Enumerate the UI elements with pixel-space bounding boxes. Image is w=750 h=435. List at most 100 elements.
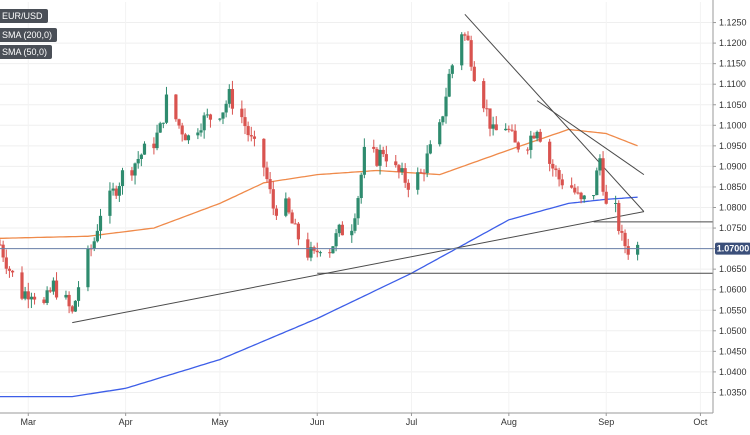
candle-body bbox=[535, 131, 539, 139]
candle-body bbox=[450, 65, 454, 74]
candle-body bbox=[340, 224, 344, 236]
candle-body bbox=[472, 66, 476, 82]
candle-body bbox=[623, 232, 627, 247]
candle-body bbox=[397, 165, 401, 173]
candle-body bbox=[579, 192, 583, 200]
candle-body bbox=[152, 143, 156, 149]
candle-body bbox=[76, 287, 81, 301]
candle-body bbox=[350, 230, 354, 236]
candle-body bbox=[403, 168, 407, 183]
candle-body bbox=[155, 132, 159, 149]
candle-body bbox=[485, 108, 489, 110]
candle-body bbox=[133, 163, 137, 176]
trendline bbox=[536, 100, 645, 176]
y-tick-label: 1.1050 bbox=[719, 100, 747, 110]
legend-sma50[interactable]: SMA (50,0) bbox=[0, 45, 53, 59]
candle-body bbox=[67, 294, 71, 307]
candle-body bbox=[362, 146, 366, 175]
y-tick-label: 1.1200 bbox=[719, 38, 747, 48]
candle-body bbox=[208, 114, 213, 120]
current-price-label: 1.07000 bbox=[717, 244, 750, 254]
candle-body bbox=[381, 149, 385, 155]
candle-body bbox=[419, 172, 423, 174]
candle-body bbox=[482, 81, 486, 109]
legend-pair-label: EUR/USD bbox=[2, 11, 43, 21]
candle-body bbox=[406, 182, 410, 190]
candle-body bbox=[284, 198, 288, 216]
candle-body bbox=[86, 248, 90, 288]
x-tick-label: Mar bbox=[21, 417, 37, 427]
candle-body bbox=[557, 170, 561, 180]
candle-body bbox=[595, 170, 599, 196]
x-tick-label: May bbox=[211, 417, 229, 427]
candle-body bbox=[375, 148, 379, 166]
candle-body bbox=[334, 233, 338, 247]
candle-body bbox=[494, 124, 498, 131]
candle-body bbox=[221, 112, 225, 119]
legend-pair[interactable]: EUR/USD bbox=[0, 9, 48, 23]
current-price-badge bbox=[715, 242, 750, 255]
candle-body bbox=[227, 89, 231, 104]
candle-body bbox=[186, 135, 191, 141]
candle-body bbox=[560, 179, 564, 186]
candle-body bbox=[460, 34, 464, 66]
candle-body bbox=[32, 296, 37, 300]
candle-body bbox=[0, 244, 2, 246]
candle-body bbox=[428, 144, 432, 154]
candle-body bbox=[592, 195, 596, 197]
candle-body bbox=[136, 158, 140, 164]
moving-averages bbox=[0, 128, 638, 398]
candle-body bbox=[416, 172, 420, 190]
candle-body bbox=[463, 34, 467, 36]
candle-body bbox=[108, 190, 112, 216]
candle-body bbox=[617, 202, 621, 232]
candle-body bbox=[120, 170, 125, 187]
y-tick-label: 1.1150 bbox=[719, 59, 746, 69]
candle-body bbox=[582, 195, 586, 200]
candle-body bbox=[42, 299, 46, 303]
candle-body bbox=[636, 244, 640, 255]
candle-body bbox=[224, 103, 228, 113]
candle-body bbox=[422, 172, 426, 174]
candle-body bbox=[252, 136, 257, 139]
candle-body bbox=[64, 294, 68, 298]
candle-body bbox=[604, 191, 608, 204]
candle-body bbox=[576, 192, 580, 194]
trendlines bbox=[72, 13, 713, 324]
x-tick-label: Aug bbox=[501, 417, 517, 427]
candle-body bbox=[309, 247, 313, 258]
x-tick-label: Sep bbox=[598, 417, 614, 427]
candle-body bbox=[95, 230, 99, 242]
candle-body bbox=[394, 161, 398, 166]
y-tick-label: 1.0600 bbox=[719, 285, 747, 295]
candle-body bbox=[447, 73, 451, 97]
candle-body bbox=[139, 154, 143, 159]
candle-body bbox=[548, 141, 552, 164]
y-tick-label: 1.0650 bbox=[719, 264, 747, 274]
candle-body bbox=[180, 125, 184, 135]
candle-body bbox=[359, 174, 363, 199]
x-tick-label: Oct bbox=[693, 417, 708, 427]
candle-body bbox=[48, 290, 52, 292]
candle-body bbox=[230, 89, 235, 109]
candle-body bbox=[504, 128, 508, 131]
x-tick-label: Jul bbox=[406, 417, 418, 427]
legend-sma200-label: SMA (200,0) bbox=[2, 30, 53, 40]
legend-sma200[interactable]: SMA (200,0) bbox=[0, 28, 58, 42]
candle-body bbox=[296, 223, 300, 240]
y-tick-label: 1.0950 bbox=[719, 141, 747, 151]
sma200-line bbox=[0, 196, 638, 398]
candle-body bbox=[488, 108, 492, 129]
candle-body bbox=[466, 35, 470, 41]
candle-body bbox=[328, 252, 332, 254]
candle-body bbox=[601, 158, 605, 192]
candle-body bbox=[372, 146, 376, 149]
candle-body bbox=[626, 246, 630, 255]
candle-body bbox=[73, 300, 77, 312]
y-tick-label: 1.0500 bbox=[719, 326, 747, 336]
candle-body bbox=[516, 142, 520, 150]
candle-body bbox=[98, 215, 103, 231]
candles bbox=[0, 31, 640, 314]
